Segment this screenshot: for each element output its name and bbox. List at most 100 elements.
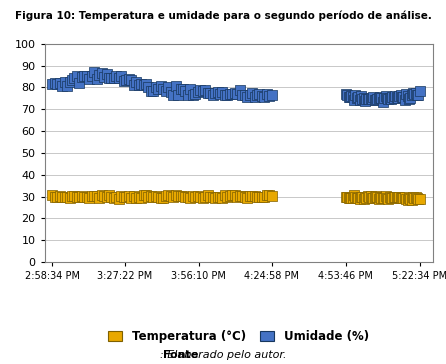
Point xyxy=(231,90,238,95)
Point xyxy=(199,88,206,94)
Point xyxy=(209,92,216,98)
Point xyxy=(343,194,351,200)
Point xyxy=(229,193,236,198)
Point xyxy=(140,82,147,88)
Point xyxy=(73,74,80,79)
Point xyxy=(348,195,355,201)
Point xyxy=(415,92,422,98)
Point xyxy=(78,75,86,80)
Point xyxy=(116,195,123,201)
Point xyxy=(108,194,115,199)
Point xyxy=(226,194,233,199)
Point xyxy=(239,193,246,199)
Point xyxy=(182,88,189,94)
Point xyxy=(261,194,268,200)
Point xyxy=(343,92,351,98)
Point xyxy=(403,91,410,97)
Point xyxy=(359,96,366,102)
Point xyxy=(116,75,123,80)
Point xyxy=(86,195,93,201)
Point xyxy=(132,79,140,85)
Point xyxy=(244,94,251,100)
Point xyxy=(63,83,70,89)
Point xyxy=(378,195,385,201)
Point xyxy=(398,95,405,100)
Point xyxy=(244,195,251,201)
Point xyxy=(88,73,95,79)
Point xyxy=(167,193,174,199)
Point xyxy=(384,96,391,102)
Point xyxy=(355,94,362,99)
Point xyxy=(140,192,147,198)
Point xyxy=(169,92,177,98)
Point xyxy=(382,193,389,199)
Point xyxy=(120,78,128,84)
Point xyxy=(49,192,56,198)
Point xyxy=(167,89,174,95)
Point xyxy=(404,94,411,99)
Point xyxy=(91,194,98,199)
Point xyxy=(412,90,419,96)
Point xyxy=(236,193,244,199)
Point xyxy=(394,95,401,101)
Point xyxy=(385,96,392,102)
Point xyxy=(251,94,258,100)
Point xyxy=(397,195,404,201)
Point xyxy=(342,194,349,200)
Point xyxy=(352,92,359,98)
Point xyxy=(83,194,91,200)
Point xyxy=(266,93,273,99)
Point xyxy=(199,195,206,201)
Point xyxy=(349,94,356,100)
Point xyxy=(253,92,260,98)
Point xyxy=(361,98,368,103)
Point xyxy=(113,194,120,200)
Point xyxy=(184,92,191,98)
Point xyxy=(108,75,115,80)
Point xyxy=(216,91,223,96)
Point xyxy=(61,194,68,199)
Point xyxy=(256,91,263,97)
Point xyxy=(88,193,95,199)
Point xyxy=(98,70,105,76)
Point xyxy=(197,87,204,93)
Point xyxy=(400,94,407,100)
Point xyxy=(197,194,204,200)
Point xyxy=(71,193,78,199)
Point xyxy=(211,91,219,96)
Point xyxy=(405,195,413,201)
Point xyxy=(224,92,231,98)
Text: Figura 10: Temperatura e umidade para o segundo período de análise.: Figura 10: Temperatura e umidade para o … xyxy=(15,11,431,21)
Point xyxy=(206,90,214,96)
Point xyxy=(374,194,381,200)
Point xyxy=(150,88,157,94)
Point xyxy=(165,192,172,198)
Point xyxy=(137,81,145,87)
Point xyxy=(98,192,105,198)
Point xyxy=(368,96,376,102)
Point xyxy=(103,71,110,77)
Point xyxy=(162,88,169,94)
Point xyxy=(393,194,400,200)
Point xyxy=(58,194,66,200)
Point xyxy=(261,94,268,100)
Point xyxy=(360,196,367,202)
Point xyxy=(411,91,418,97)
Point xyxy=(135,82,142,88)
Point xyxy=(347,95,354,100)
Point xyxy=(404,197,411,202)
Point xyxy=(351,97,358,103)
Point xyxy=(120,194,128,200)
Point xyxy=(390,194,397,200)
Point xyxy=(128,195,135,201)
Point xyxy=(236,87,244,93)
Point xyxy=(392,194,399,200)
Point xyxy=(152,84,159,90)
Point xyxy=(226,91,233,96)
Point xyxy=(356,97,363,103)
Point xyxy=(407,196,414,202)
Point xyxy=(56,193,63,199)
Point xyxy=(177,194,184,199)
Point xyxy=(105,192,112,198)
Point xyxy=(68,193,75,199)
